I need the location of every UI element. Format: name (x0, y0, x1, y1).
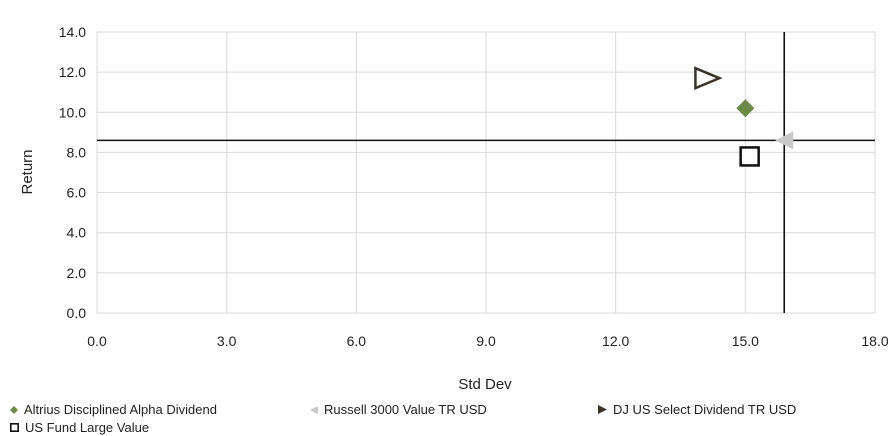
data-point-diamond (736, 99, 755, 118)
x-tick-label: 12.0 (602, 333, 629, 349)
y-axis-title: Return (19, 149, 36, 194)
x-axis-title: Std Dev (458, 376, 512, 393)
legend-label: Altrius Disciplined Alpha Dividend (24, 402, 217, 417)
y-tick-label: 10.0 (59, 104, 86, 120)
y-tick-label: 12.0 (59, 64, 86, 80)
data-point-triangle-right (694, 66, 723, 91)
data-points (694, 66, 794, 167)
legend-label: DJ US Select Dividend TR USD (613, 402, 797, 417)
legend-square-icon (10, 423, 19, 432)
data-point-triangle-left (775, 131, 794, 150)
crosshair-lines (97, 32, 875, 313)
legend-item-us-fund: US Fund Large Value (10, 420, 149, 435)
x-tick-label: 18.0 (861, 333, 888, 349)
y-tick-label: 0.0 (67, 305, 87, 321)
x-tick-labels: 0.0 3.0 6.0 9.0 12.0 15.0 18.0 (87, 333, 888, 349)
grid-lines (96, 31, 876, 314)
y-tick-label: 14.0 (59, 24, 86, 40)
x-tick-label: 3.0 (217, 333, 237, 349)
legend-triangle-right-icon (598, 405, 607, 414)
y-tick-label: 2.0 (67, 265, 87, 281)
legend-item-russell: Russell 3000 Value TR USD (310, 402, 487, 417)
x-tick-label: 9.0 (476, 333, 496, 349)
legend-triangle-left-icon (310, 405, 318, 414)
scatter-chart: 0.0 2.0 4.0 6.0 8.0 10.0 12.0 14.0 0.0 3.0 6.0 9.0… (19, 24, 888, 393)
y-tick-labels: 0.0 2.0 4.0 6.0 8.0 10.0 12.0 14.0 (59, 24, 86, 321)
x-tick-label: 15.0 (732, 333, 759, 349)
y-tick-label: 4.0 (67, 225, 87, 241)
legend-item-dj: DJ US Select Dividend TR USD (598, 402, 796, 417)
y-tick-label: 6.0 (67, 185, 87, 201)
x-tick-label: 0.0 (87, 333, 107, 349)
legend-label: US Fund Large Value (25, 420, 150, 435)
y-tick-label: 8.0 (67, 144, 87, 160)
legend-item-altrius: Altrius Disciplined Alpha Dividend (10, 402, 217, 417)
x-tick-label: 6.0 (347, 333, 367, 349)
data-point-square (739, 146, 760, 167)
legend-label: Russell 3000 Value TR USD (324, 402, 487, 417)
legend-diamond-icon (10, 405, 18, 414)
